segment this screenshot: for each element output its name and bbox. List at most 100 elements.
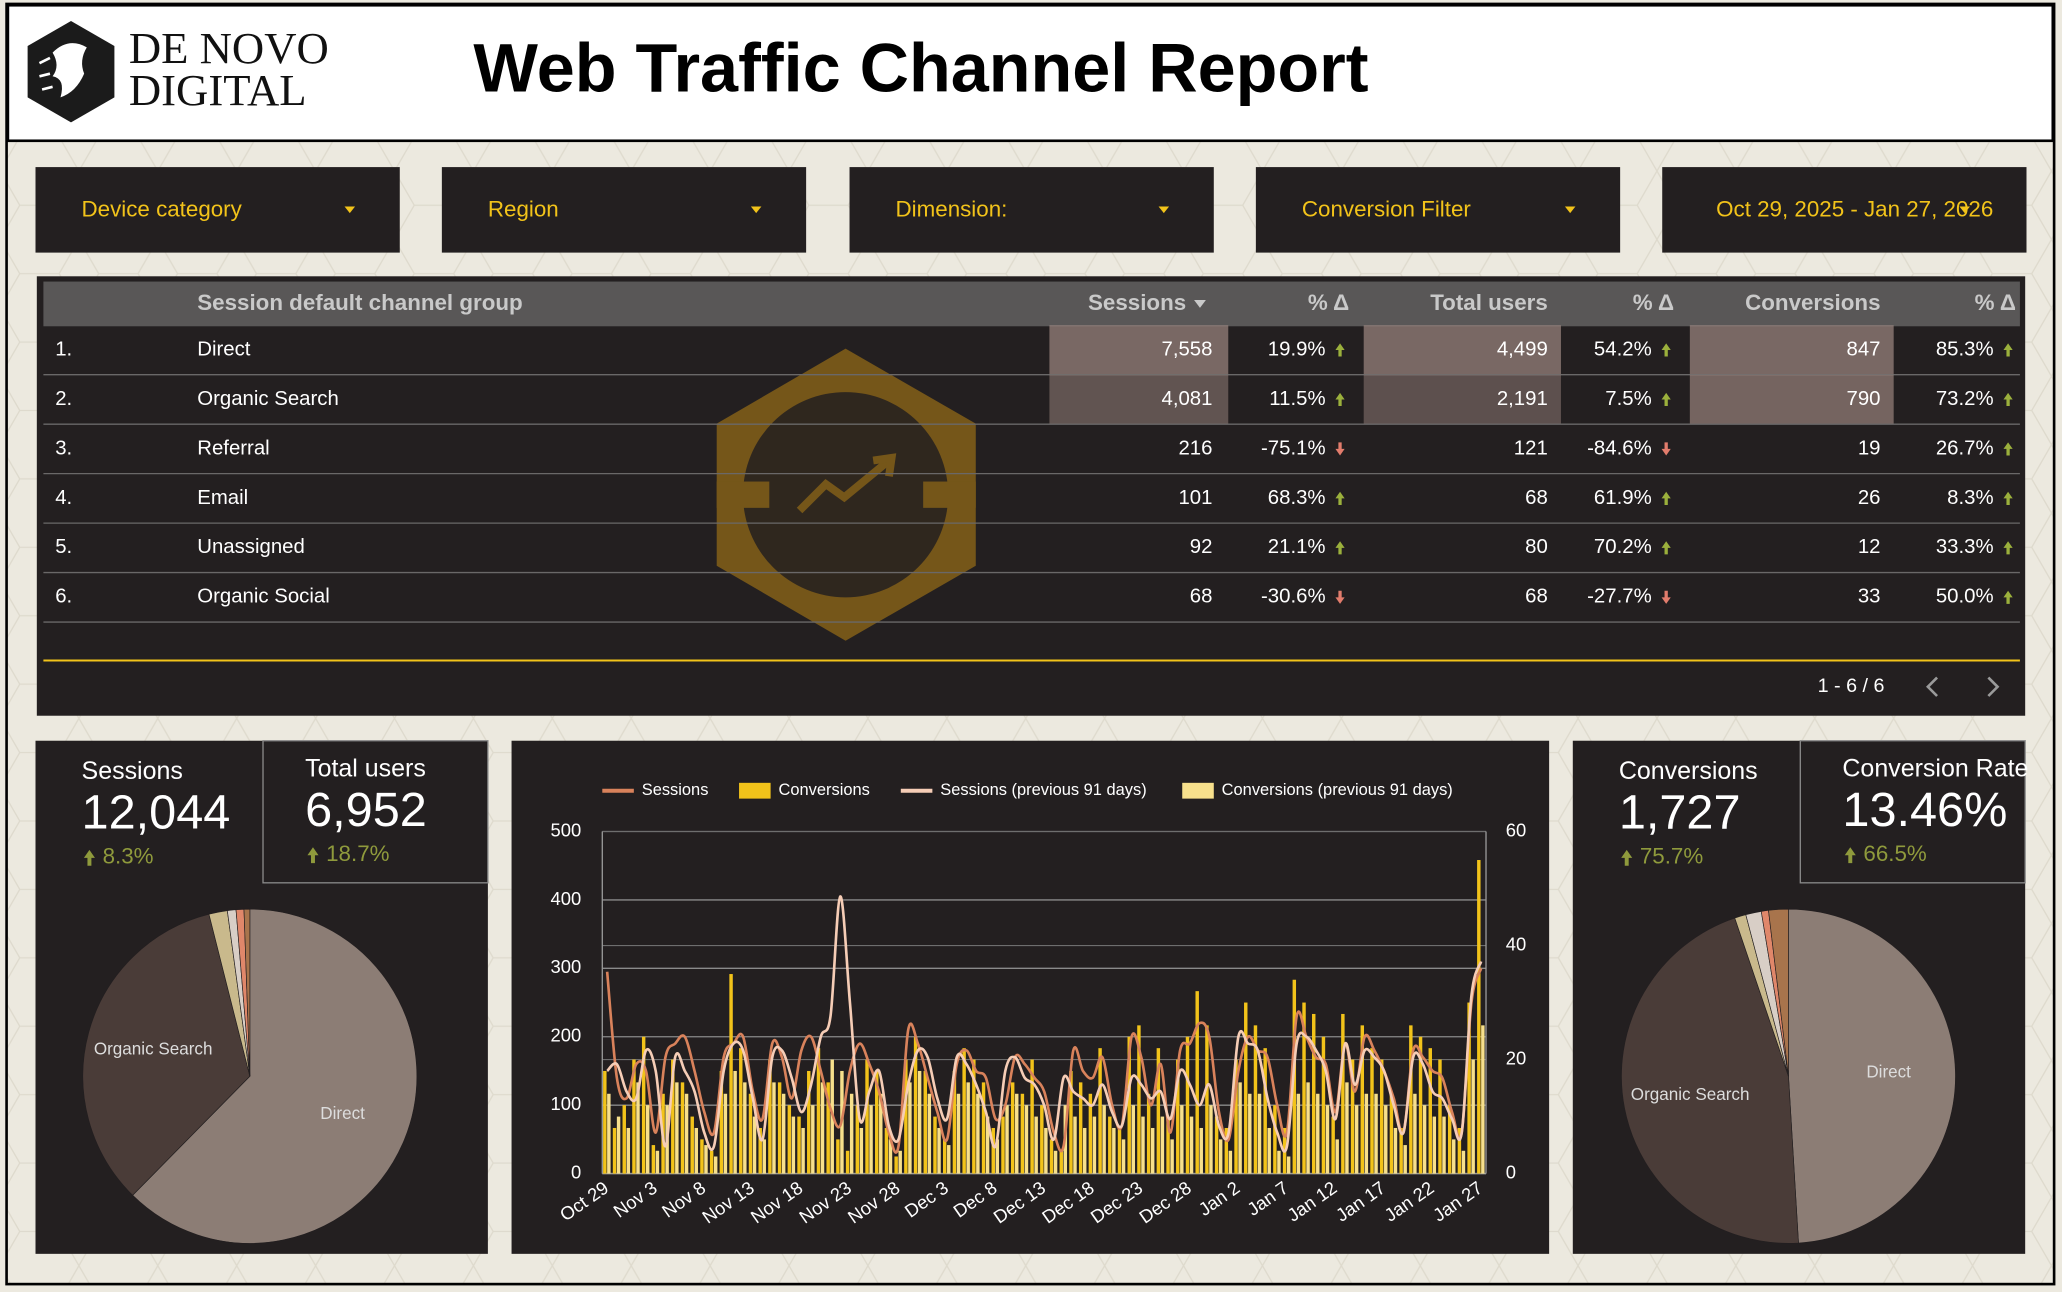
table-cell: 70.2%: [1594, 536, 1652, 558]
brand-line-2: DIGITAL: [129, 65, 307, 115]
table-cell: -30.6%: [1261, 586, 1326, 608]
bar: [1053, 1150, 1058, 1174]
bar: [1331, 1116, 1335, 1174]
watermark-logo: [716, 348, 976, 641]
table-cell: 2,191: [1497, 388, 1548, 410]
legend-label: Sessions: [642, 781, 709, 799]
bar: [1248, 1093, 1252, 1174]
prev-page-button[interactable]: [1926, 676, 1939, 697]
dropdown-caret: [1959, 206, 1970, 214]
bar: [1447, 1105, 1452, 1174]
bar: [1257, 1093, 1262, 1174]
filter-label: Conversion Filter: [1302, 196, 1472, 221]
bar: [826, 1082, 830, 1174]
delta-arrow-up: [1661, 541, 1671, 555]
bar: [1034, 1116, 1038, 1174]
bar: [1209, 1105, 1213, 1174]
heat-cell: [1049, 374, 1229, 425]
bar: [1117, 1127, 1122, 1174]
bar: [1156, 1048, 1161, 1174]
heat-cell: [1689, 325, 1894, 375]
next-page-button[interactable]: [1987, 676, 2000, 697]
scorecard-arrow: [1621, 849, 1633, 866]
filter-dropdown[interactable]: [35, 167, 400, 253]
bar: [923, 1070, 928, 1174]
bar: [1010, 1082, 1015, 1174]
delta-arrow-up: [2003, 541, 2013, 555]
scorecard-value: 6,952: [305, 783, 427, 837]
bar: [1360, 1025, 1365, 1174]
pie-label: Direct: [320, 1104, 365, 1123]
bar: [612, 1127, 617, 1174]
bar: [1238, 1082, 1242, 1174]
bar: [917, 1070, 922, 1174]
filter-dropdown[interactable]: [849, 167, 1214, 253]
bar: [1078, 1082, 1083, 1174]
filter-dropdown[interactable]: [1255, 167, 1621, 253]
table-cell: 4,081: [1161, 388, 1212, 410]
delta-arrow-up: [2003, 392, 2013, 407]
bar: [1195, 991, 1199, 1174]
bar: [739, 1048, 743, 1174]
bar: [981, 1082, 986, 1174]
table-cell: Direct: [197, 338, 251, 360]
y2-tick-label: 40: [1506, 933, 1526, 954]
bar: [865, 1059, 869, 1174]
bar: [777, 1082, 782, 1174]
filter-label: Dimension:: [896, 196, 1008, 221]
bar: [859, 1127, 864, 1174]
delta-arrow-up: [1661, 491, 1671, 505]
table-cell: 101: [1178, 487, 1212, 509]
table-cell: 33: [1858, 586, 1881, 608]
bar: [952, 1070, 957, 1174]
chart-panel: [511, 740, 1550, 1254]
bar: [1112, 1127, 1116, 1174]
bar: [888, 1139, 893, 1174]
report-title: Web Traffic Channel Report: [473, 31, 1368, 107]
bar: [1335, 1139, 1339, 1174]
table-cell: 6.: [55, 586, 72, 608]
table-cell: 61.9%: [1594, 487, 1652, 509]
dropdown-caret: [1564, 206, 1576, 214]
pie-slice: [82, 913, 251, 1196]
y-tick-label: 400: [551, 888, 582, 909]
heat-cell: [1363, 374, 1561, 425]
bar: [713, 1156, 718, 1174]
bar: [729, 974, 733, 1174]
bar: [1180, 1105, 1184, 1174]
bar: [1024, 1105, 1029, 1174]
bar: [1296, 1093, 1301, 1174]
bar: [616, 1116, 621, 1174]
table-cell: 50.0%: [1936, 586, 1994, 608]
heat-cell: [1363, 325, 1561, 375]
bar: [1384, 1105, 1388, 1174]
pie-slice: [132, 908, 418, 1244]
pie-slice: [1788, 908, 1956, 1244]
bar: [1102, 1105, 1106, 1174]
bar: [1422, 1105, 1427, 1174]
bar: [1218, 1139, 1223, 1174]
table-cell: 847: [1847, 338, 1881, 360]
bar: [1040, 1105, 1044, 1174]
bar: [879, 1093, 883, 1174]
bar: [1059, 1150, 1063, 1174]
bar: [894, 1156, 898, 1174]
y-tick-label: 200: [551, 1025, 582, 1046]
bar: [1131, 1105, 1135, 1174]
pie-label: Direct: [1866, 1063, 1911, 1082]
pie-slice: [1768, 908, 1789, 1077]
table-cell: 80: [1525, 536, 1548, 558]
bar: [1413, 1093, 1417, 1174]
column-header: Sessions: [1088, 290, 1186, 315]
bar: [758, 1127, 762, 1174]
bar: [1176, 1059, 1180, 1174]
bar: [1277, 1150, 1281, 1174]
table-cell: 790: [1847, 388, 1881, 410]
legend-label: Conversions (previous 91 days): [1222, 781, 1453, 799]
table-cell: 33.3%: [1936, 536, 1994, 558]
filter-dropdown[interactable]: [441, 167, 807, 253]
bar: [1452, 1139, 1456, 1174]
bar: [641, 1036, 646, 1174]
bar: [1418, 1036, 1423, 1174]
pie-label: Organic Search: [94, 1039, 213, 1058]
